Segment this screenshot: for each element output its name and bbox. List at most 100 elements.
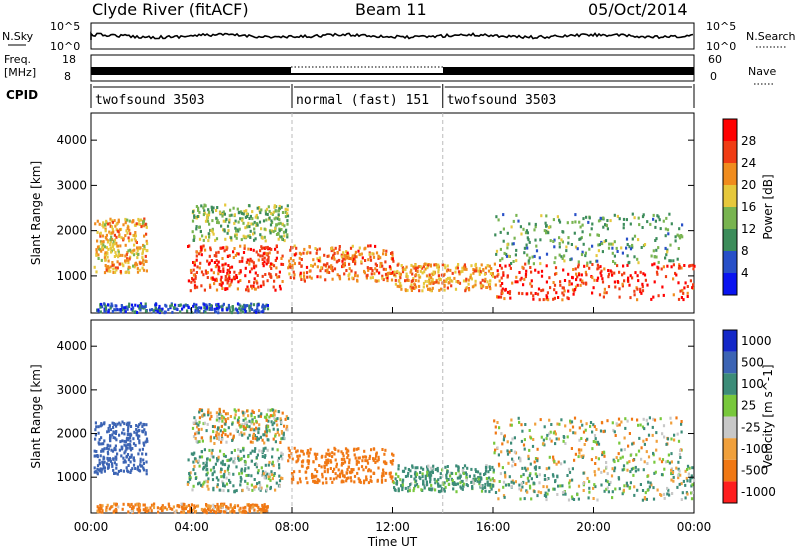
range-gate-cell xyxy=(596,276,600,280)
range-gate-cell xyxy=(251,210,254,214)
range-gate-cell xyxy=(246,225,249,229)
range-gate-cell xyxy=(653,418,657,422)
range-gate-cell xyxy=(200,436,204,440)
range-gate-cell xyxy=(500,276,503,280)
range-gate-cell xyxy=(523,251,526,255)
range-gate-cell xyxy=(372,471,375,475)
range-gate-cell xyxy=(222,210,225,214)
range-gate-cell xyxy=(228,277,231,280)
range-gate-cell xyxy=(126,251,129,254)
range-gate-cell xyxy=(274,432,277,436)
range-gate-cell xyxy=(136,311,139,314)
range-gate-cell xyxy=(611,490,614,494)
colorbar-swatch xyxy=(723,251,737,273)
range-gate-cell xyxy=(393,273,396,277)
range-gate-cell xyxy=(274,259,277,262)
range-gate-cell xyxy=(666,492,669,496)
range-gate-cell xyxy=(485,477,488,480)
range-gate-cell xyxy=(589,233,592,237)
range-gate-cell xyxy=(511,437,514,441)
range-gate-cell xyxy=(530,279,533,283)
range-gate-cell xyxy=(280,420,283,424)
range-gate-cell xyxy=(139,246,142,250)
range-gate-cell xyxy=(391,251,394,255)
range-gate-cell xyxy=(246,486,249,490)
range-gate-cell xyxy=(203,209,206,213)
range-gate-cell xyxy=(281,457,284,461)
range-gate-cell xyxy=(374,267,377,271)
range-gate-cell xyxy=(278,433,281,437)
range-gate-cell xyxy=(529,436,533,440)
range-gate-cell xyxy=(474,263,477,267)
range-gate-cell xyxy=(320,455,323,459)
range-gate-cell xyxy=(194,472,197,476)
range-gate-cell xyxy=(443,263,446,267)
range-gate-cell xyxy=(479,284,483,288)
range-gate-cell xyxy=(341,471,344,475)
range-gate-cell xyxy=(517,219,520,223)
range-gate-cell xyxy=(567,289,570,293)
range-gate-cell xyxy=(143,247,146,250)
range-gate-cell xyxy=(614,285,617,289)
range-gate-cell xyxy=(626,278,630,282)
range-gate-cell xyxy=(280,454,283,458)
range-gate-cell xyxy=(667,232,670,236)
range-gate-cell xyxy=(400,287,403,291)
range-gate-cell xyxy=(386,274,389,277)
range-gate-cell xyxy=(252,505,255,509)
range-gate-cell xyxy=(204,235,207,239)
range-gate-cell xyxy=(256,482,259,486)
range-gate-cell xyxy=(324,455,327,459)
range-gate-cell xyxy=(262,449,265,453)
colorbar-tick-label: -100 xyxy=(741,442,768,456)
range-gate-cell xyxy=(234,504,237,508)
range-gate-cell xyxy=(322,263,326,267)
range-gate-cell xyxy=(462,467,465,470)
range-gate-cell xyxy=(438,490,441,494)
range-gate-cell xyxy=(519,457,522,461)
range-gate-cell xyxy=(488,282,492,286)
range-gate-cell xyxy=(679,456,682,459)
range-gate-cell xyxy=(184,303,187,307)
range-gate-cell xyxy=(98,510,101,514)
range-gate-cell xyxy=(382,473,385,477)
range-gate-cell xyxy=(605,461,608,464)
range-gate-cell xyxy=(222,453,225,456)
range-gate-cell xyxy=(533,490,536,494)
range-gate-cell xyxy=(133,223,137,227)
range-gate-cell xyxy=(136,465,140,469)
range-gate-cell xyxy=(94,433,97,437)
range-gate-cell xyxy=(138,448,141,452)
range-gate-cell xyxy=(259,414,262,418)
range-gate-cell xyxy=(102,466,105,470)
range-gate-cell xyxy=(242,413,245,417)
range-gate-cell xyxy=(424,279,427,283)
range-gate-cell xyxy=(373,272,376,276)
range-gate-cell xyxy=(613,466,617,470)
range-gate-cell xyxy=(206,422,209,426)
range-gate-cell xyxy=(577,448,581,452)
range-gate-cell xyxy=(571,425,575,429)
range-gate-cell xyxy=(347,465,350,469)
range-gate-cell xyxy=(116,452,119,456)
range-gate-cell xyxy=(206,213,209,217)
range-gate-cell xyxy=(401,483,404,487)
range-gate-cell xyxy=(651,263,654,267)
range-gate-cell xyxy=(247,234,250,238)
range-gate-cell xyxy=(680,266,683,270)
range-gate-cell xyxy=(538,473,541,477)
range-gate-cell xyxy=(281,263,285,266)
range-gate-cell xyxy=(453,276,456,280)
range-gate-cell xyxy=(244,505,247,509)
range-gate-cell xyxy=(305,476,308,480)
range-gate-cell xyxy=(318,247,321,251)
range-gate-cell xyxy=(238,227,241,231)
range-gate-cell xyxy=(124,310,127,314)
range-gate-cell xyxy=(413,287,416,290)
range-gate-cell xyxy=(104,304,107,308)
range-gate-cell xyxy=(288,259,291,263)
range-gate-cell xyxy=(488,285,491,288)
range-gate-cell xyxy=(101,460,104,464)
range-gate-cell xyxy=(255,419,258,423)
range-gate-cell xyxy=(256,509,259,513)
